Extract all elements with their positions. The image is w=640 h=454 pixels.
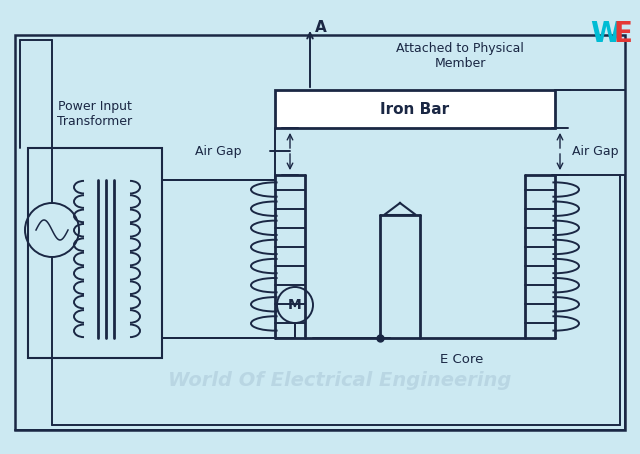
Text: W: W <box>590 20 621 48</box>
Text: E Core: E Core <box>440 353 483 366</box>
Bar <box>15 35 625 430</box>
Text: Power Input
Transformer: Power Input Transformer <box>58 100 132 128</box>
Text: Attached to Physical
Member: Attached to Physical Member <box>396 42 524 70</box>
Text: Iron Bar: Iron Bar <box>380 102 449 117</box>
Text: World Of Electrical Engineering: World Of Electrical Engineering <box>168 370 512 390</box>
Text: E: E <box>614 20 633 48</box>
Bar <box>28 148 162 358</box>
Bar <box>275 90 555 128</box>
Polygon shape <box>384 203 416 215</box>
Text: M: M <box>288 298 302 312</box>
Text: Air Gap: Air Gap <box>195 144 241 158</box>
Text: A: A <box>315 20 327 35</box>
Text: Air Gap: Air Gap <box>572 144 618 158</box>
